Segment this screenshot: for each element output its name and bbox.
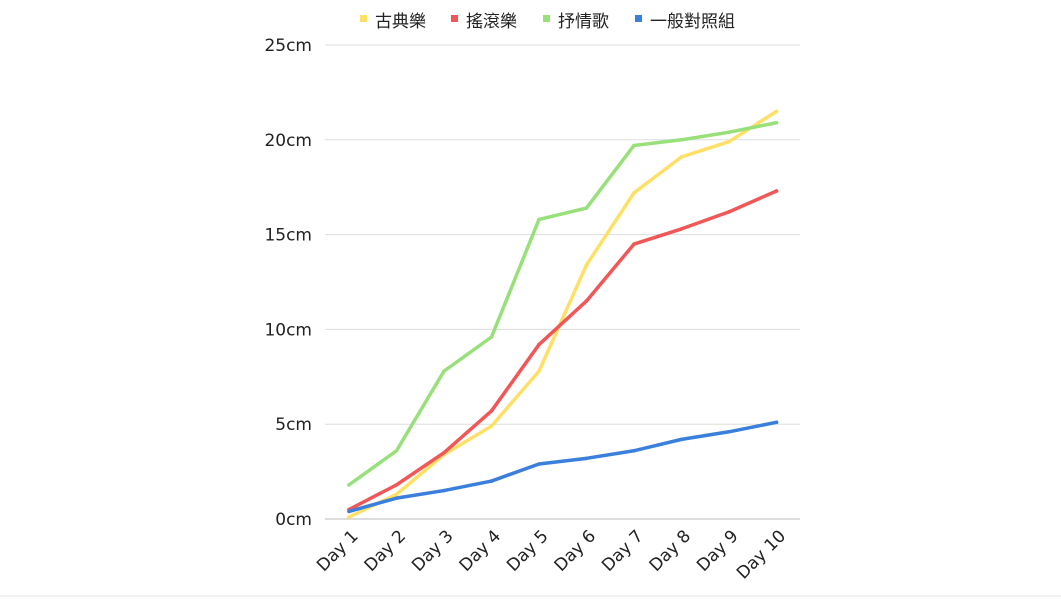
y-tick-label: 15cm [264,226,312,246]
data-point [394,448,399,453]
data-point [394,492,399,497]
data-point [489,479,494,483]
data-point [727,210,731,214]
data-point [537,369,541,373]
data-point [727,429,731,434]
legend-item: 抒情歌 [543,12,609,32]
legend: 古典樂 搖滾樂 抒情歌 一般對照組 [360,12,735,32]
x-tick-label: Day 3 [408,526,457,575]
data-point [489,335,494,339]
y-tick-label: 25cm [264,36,312,56]
legend-swatch [543,15,550,22]
data-point [489,424,494,428]
legend-swatch [360,15,367,22]
data-point [584,456,589,461]
legend-label: 古典樂 [375,12,426,32]
x-tick-label: Day 2 [361,526,410,575]
y-tick-label: 10cm [264,320,312,340]
y-tick-label: 20cm [264,131,312,151]
x-tick-label: Day 8 [646,526,695,575]
data-point [442,450,446,455]
data-point [632,143,636,148]
data-point [632,242,636,246]
y-axis-tick-labels: 0cm 5cm 10cm 15cm 20cm 25cm [264,36,312,530]
y-tick-label: 0cm [275,510,312,530]
series-line-0 [347,109,779,519]
data-point [679,227,684,231]
data-point [442,488,446,493]
data-point [347,515,351,519]
data-point [774,189,779,193]
data-point [347,509,351,514]
data-point [537,342,541,347]
legend-swatch [451,15,458,22]
grid-lines [325,44,800,520]
data-point [679,155,684,159]
data-point [584,263,589,267]
data-point [774,420,779,425]
data-point [727,130,731,135]
x-tick-label: Day 5 [503,526,552,575]
data-point [774,109,779,114]
data-point [442,369,446,373]
data-point [537,462,541,466]
x-tick-label: Day 1 [313,526,362,575]
series-lines [347,109,779,519]
legend-swatch [635,15,642,22]
data-point [679,138,684,142]
data-point [584,206,589,210]
legend-label: 一般對照組 [650,12,735,32]
legend-label: 抒情歌 [558,12,609,32]
legend-item: 搖滾樂 [451,12,517,32]
x-tick-label: Day 4 [456,526,505,575]
data-point [679,437,684,442]
x-tick-label: Day 6 [551,526,600,575]
x-tick-label: Day 7 [598,526,647,575]
data-point [632,448,636,453]
legend-item: 一般對照組 [635,12,735,32]
data-point [394,483,399,487]
legend-label: 搖滾樂 [466,12,517,32]
series-line-3 [347,420,779,514]
x-tick-label: Day 10 [733,526,790,583]
data-point [347,483,351,487]
legend-item: 古典樂 [360,12,426,32]
data-point [774,120,779,125]
data-point [584,299,589,303]
data-point [727,139,731,144]
data-point [394,496,399,500]
y-tick-label: 5cm [275,415,312,435]
data-point [632,191,636,195]
data-point [489,409,494,413]
data-point [537,217,541,222]
series-line-2 [347,120,779,487]
series-line-1 [347,189,779,512]
